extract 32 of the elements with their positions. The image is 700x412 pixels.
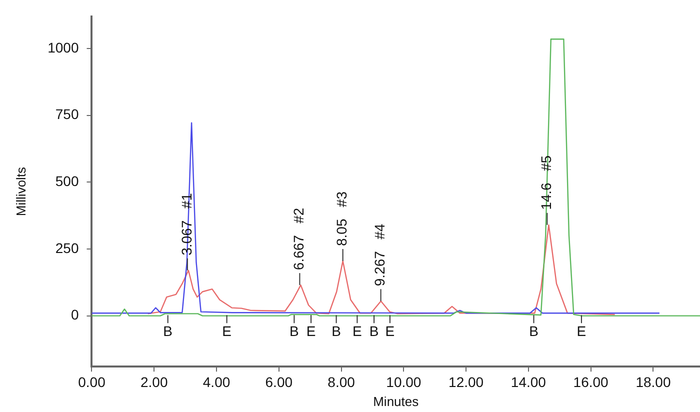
annotation: E: [352, 322, 362, 339]
annotation: E: [385, 322, 395, 339]
annotation: B: [163, 322, 173, 339]
annotation: 9.267 #4: [372, 224, 388, 286]
annotation: B: [369, 322, 379, 339]
annotation: 14.6 #5: [538, 155, 554, 210]
x-tick-label: 0.00: [78, 374, 106, 390]
y-axis-title: Millivolts: [13, 166, 28, 216]
annotation: E: [222, 322, 232, 339]
x-tick-label: 16.00: [573, 374, 609, 390]
y-tick-label: 250: [55, 240, 79, 256]
x-tick-label: 14.00: [510, 374, 546, 390]
x-axis-title: Minutes: [373, 394, 420, 409]
x-tick-label: 4.00: [202, 374, 230, 390]
annotation: 8.05 #3: [334, 191, 350, 246]
annotation: E: [576, 322, 586, 339]
x-tick-label: 10.00: [386, 374, 422, 390]
x-tick-label: 12.00: [448, 374, 484, 390]
annotation: B: [332, 322, 341, 339]
y-tick-label: 1000: [48, 39, 79, 56]
annotation: 3.067 #1: [178, 192, 194, 256]
annotation: B: [290, 322, 299, 339]
x-tick-label: 18.00: [636, 374, 671, 390]
annotation: E: [306, 322, 316, 339]
x-tick-label: 8.00: [328, 374, 356, 390]
x-tick-label: 2.00: [140, 374, 168, 390]
y-tick-label: 750: [55, 106, 79, 122]
annotation: 6.667 #2: [290, 208, 307, 270]
x-tick-label: 6.00: [265, 374, 293, 390]
y-tick-label: 0: [70, 306, 79, 323]
annotation: B: [529, 322, 538, 339]
y-tick-label: 500: [55, 173, 79, 190]
